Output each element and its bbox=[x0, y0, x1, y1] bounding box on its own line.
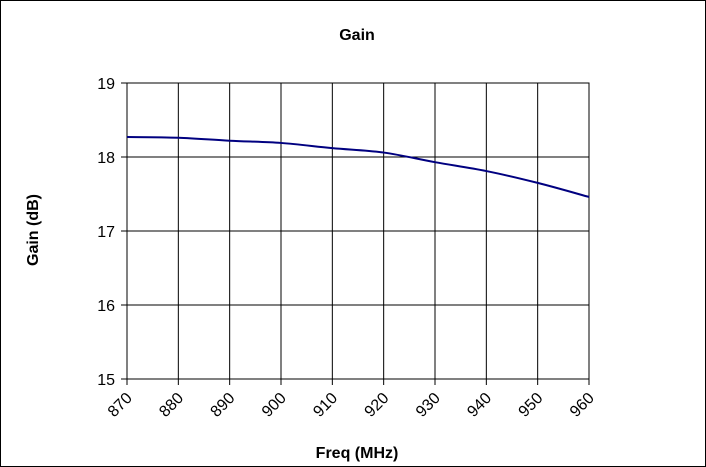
x-tick-labels: 870 880 890 900 910 920 930 940 950 960 bbox=[105, 390, 598, 421]
x-tick-label: 950 bbox=[516, 390, 547, 421]
x-tick-label: 930 bbox=[413, 390, 444, 421]
y-tick-label: 16 bbox=[97, 298, 115, 315]
x-tick-label: 920 bbox=[362, 390, 393, 421]
grid bbox=[126, 82, 590, 380]
x-tick-label: 900 bbox=[259, 390, 290, 421]
y-tick-labels: 15 16 17 18 19 bbox=[97, 76, 115, 389]
chart-title: Gain bbox=[339, 27, 375, 44]
x-tick-label: 940 bbox=[464, 390, 495, 421]
x-axis-title: Freq (MHz) bbox=[316, 445, 399, 462]
y-axis-title: Gain (dB) bbox=[25, 194, 42, 266]
series-group bbox=[126, 136, 590, 198]
x-tick-label: 910 bbox=[310, 390, 341, 421]
x-tick-label: 880 bbox=[156, 390, 187, 421]
y-tick-label: 18 bbox=[97, 150, 115, 167]
x-tick-label: 870 bbox=[105, 390, 136, 421]
x-tick-label: 960 bbox=[567, 390, 598, 421]
y-tick-label: 19 bbox=[97, 76, 115, 93]
x-tick-label: 890 bbox=[208, 390, 239, 421]
axis-ticks bbox=[121, 82, 590, 385]
y-tick-label: 15 bbox=[97, 372, 115, 389]
y-tick-label: 17 bbox=[97, 224, 115, 241]
series-line bbox=[126, 136, 590, 198]
